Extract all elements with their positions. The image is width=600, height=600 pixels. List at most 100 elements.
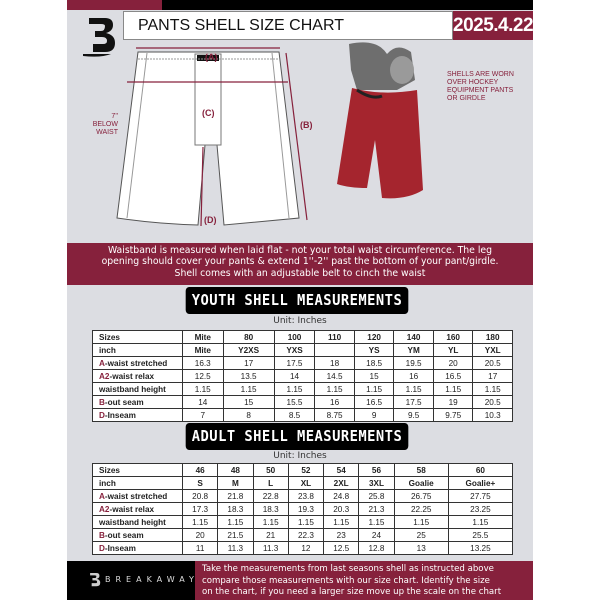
table-cell: 13 — [393, 541, 449, 555]
instruction-line: Take the measurements from last seasons … — [202, 564, 494, 574]
table-cell: 3XL — [358, 476, 395, 490]
measure-code: B — [99, 397, 105, 407]
row-label: D-Inseam — [92, 408, 183, 422]
measure-code: A — [99, 358, 105, 368]
table-cell: 1.15 — [314, 382, 355, 396]
table-cell: L — [252, 476, 289, 490]
table-cell: Goalie — [393, 476, 449, 490]
table-cell: 20.5 — [472, 356, 513, 370]
table-cell: 17.5 — [393, 395, 434, 409]
table-cell: 8.5 — [273, 408, 316, 422]
table-cell: Goalie+ — [447, 476, 514, 490]
table-cell: 17 — [222, 356, 275, 370]
table-cell: Mite — [182, 343, 224, 357]
table-cell: 20.8 — [181, 489, 219, 503]
table-cell — [314, 343, 355, 357]
row-label: Sizes — [92, 463, 183, 477]
top-strip-black — [162, 0, 533, 10]
table-cell: 23 — [323, 528, 360, 542]
measure-name: waistband height — [99, 384, 166, 394]
row-label: A2-waist relax — [92, 502, 183, 516]
youth-section-title: YOUTH SHELL MEASUREMENTS — [185, 287, 409, 314]
table-cell: 52 — [287, 463, 325, 477]
table-cell: 11.3 — [217, 541, 254, 555]
youth-unit-label: Unit: Inches — [273, 316, 327, 326]
note-line: OR GIRDLE — [447, 95, 486, 102]
table-cell: 27.75 — [447, 489, 514, 503]
table-cell: 16.3 — [182, 356, 224, 370]
table-cell: 7 — [182, 408, 224, 422]
measure-code: A2 — [99, 371, 110, 381]
table-row: Sizes 46 48 50 52 54 56 58 60 — [92, 463, 514, 477]
table-cell: Y2XS — [222, 343, 275, 357]
table-cell: 110 — [314, 330, 355, 344]
table-cell: 23.25 — [447, 502, 514, 516]
table-cell: XL — [287, 476, 325, 490]
table-cell: 1.15 — [393, 382, 434, 396]
table-cell: YM — [393, 343, 434, 357]
table-cell: 8 — [222, 408, 275, 422]
table-row: waistband height 1.15 1.15 1.15 1.15 1.15 1.15… — [92, 382, 513, 396]
row-label: B-out seam — [92, 528, 183, 542]
youth-size-table: Sizes Mite 80 100 110 120 140 160 180 inch Mite Y2X… — [92, 330, 513, 422]
table-row: A-waist stretched 16.3 17 17.5 18 18.5 19.5 20 2… — [92, 356, 513, 370]
footer-instructions: Take the measurements from last seasons … — [195, 561, 533, 600]
top-strip-accent — [67, 0, 162, 10]
row-label: inch — [92, 343, 183, 357]
c-measure-note: 7'' BELOW WAIST — [86, 113, 118, 137]
table-cell: 11.3 — [252, 541, 289, 555]
table-cell: 20.5 — [472, 395, 513, 409]
info-line: Shell comes with an adjustable belt to c… — [174, 267, 426, 279]
measure-name: -waist stretched — [104, 491, 168, 501]
footer-logo-icon — [90, 573, 101, 587]
table-cell: 18 — [314, 356, 355, 370]
table-cell: 15 — [222, 395, 275, 409]
table-cell: 100 — [273, 330, 316, 344]
table-cell: 26.75 — [393, 489, 449, 503]
table-cell: 1.15 — [447, 515, 514, 529]
table-cell: 1.15 — [273, 382, 316, 396]
measure-code: B — [99, 530, 105, 540]
shell-worn-note: SHELLS ARE WORN OVER HOCKEY EQUIPMENT PA… — [447, 71, 514, 103]
table-cell: 23.8 — [287, 489, 325, 503]
table-cell: 1.15 — [353, 382, 395, 396]
measure-name: -waist relax — [109, 371, 155, 381]
measurement-info-band: Waistband is measured when laid flat - n… — [67, 243, 533, 285]
adult-unit-label: Unit: Inches — [273, 451, 327, 461]
table-row: D-Inseam 11 11.3 11.3 12 12.5 12.8 13 13.25 — [92, 541, 514, 555]
adult-size-table: Sizes 46 48 50 52 54 56 58 60 inch S M L XL 2XL 3XL Goal… — [92, 463, 514, 555]
measure-name: inch — [99, 478, 116, 488]
instruction-line: compare those measurements with our size… — [202, 575, 490, 586]
table-cell: 24.8 — [323, 489, 360, 503]
table-cell: M — [217, 476, 254, 490]
note-line: WAIST — [96, 129, 118, 136]
table-cell: 21.8 — [217, 489, 254, 503]
table-cell: 10.3 — [472, 408, 513, 422]
table-cell: 1.15 — [432, 382, 474, 396]
table-cell: 48 — [217, 463, 254, 477]
pants-outline-drawing — [116, 47, 308, 227]
table-cell: 1.15 — [287, 515, 325, 529]
table-cell: 14.5 — [314, 369, 355, 383]
table-cell: 58 — [393, 463, 449, 477]
row-label: D-Inseam — [92, 541, 183, 555]
table-cell: 19.5 — [393, 356, 434, 370]
table-cell: 56 — [358, 463, 395, 477]
table-cell: 80 — [222, 330, 275, 344]
table-row: Sizes Mite 80 100 110 120 140 160 180 — [92, 330, 513, 344]
table-cell: 21.3 — [358, 502, 395, 516]
table-cell: 8.75 — [314, 408, 355, 422]
measure-name: -Inseam — [104, 543, 136, 553]
table-cell: 20 — [181, 528, 219, 542]
table-row: inch Mite Y2XS YXS YS YM YL YXL — [92, 343, 513, 357]
table-cell: Mite — [182, 330, 224, 344]
table-cell: 21 — [252, 528, 289, 542]
table-cell: 24 — [358, 528, 395, 542]
table-cell: 60 — [447, 463, 514, 477]
measure-name: -waist relax — [109, 504, 155, 514]
measure-name: waistband height — [99, 517, 166, 527]
table-cell: 120 — [353, 330, 395, 344]
info-line: Waistband is measured when laid flat - n… — [107, 245, 493, 256]
table-cell: 180 — [472, 330, 513, 344]
footer-brand-name: BREAKAWAY — [105, 575, 199, 584]
